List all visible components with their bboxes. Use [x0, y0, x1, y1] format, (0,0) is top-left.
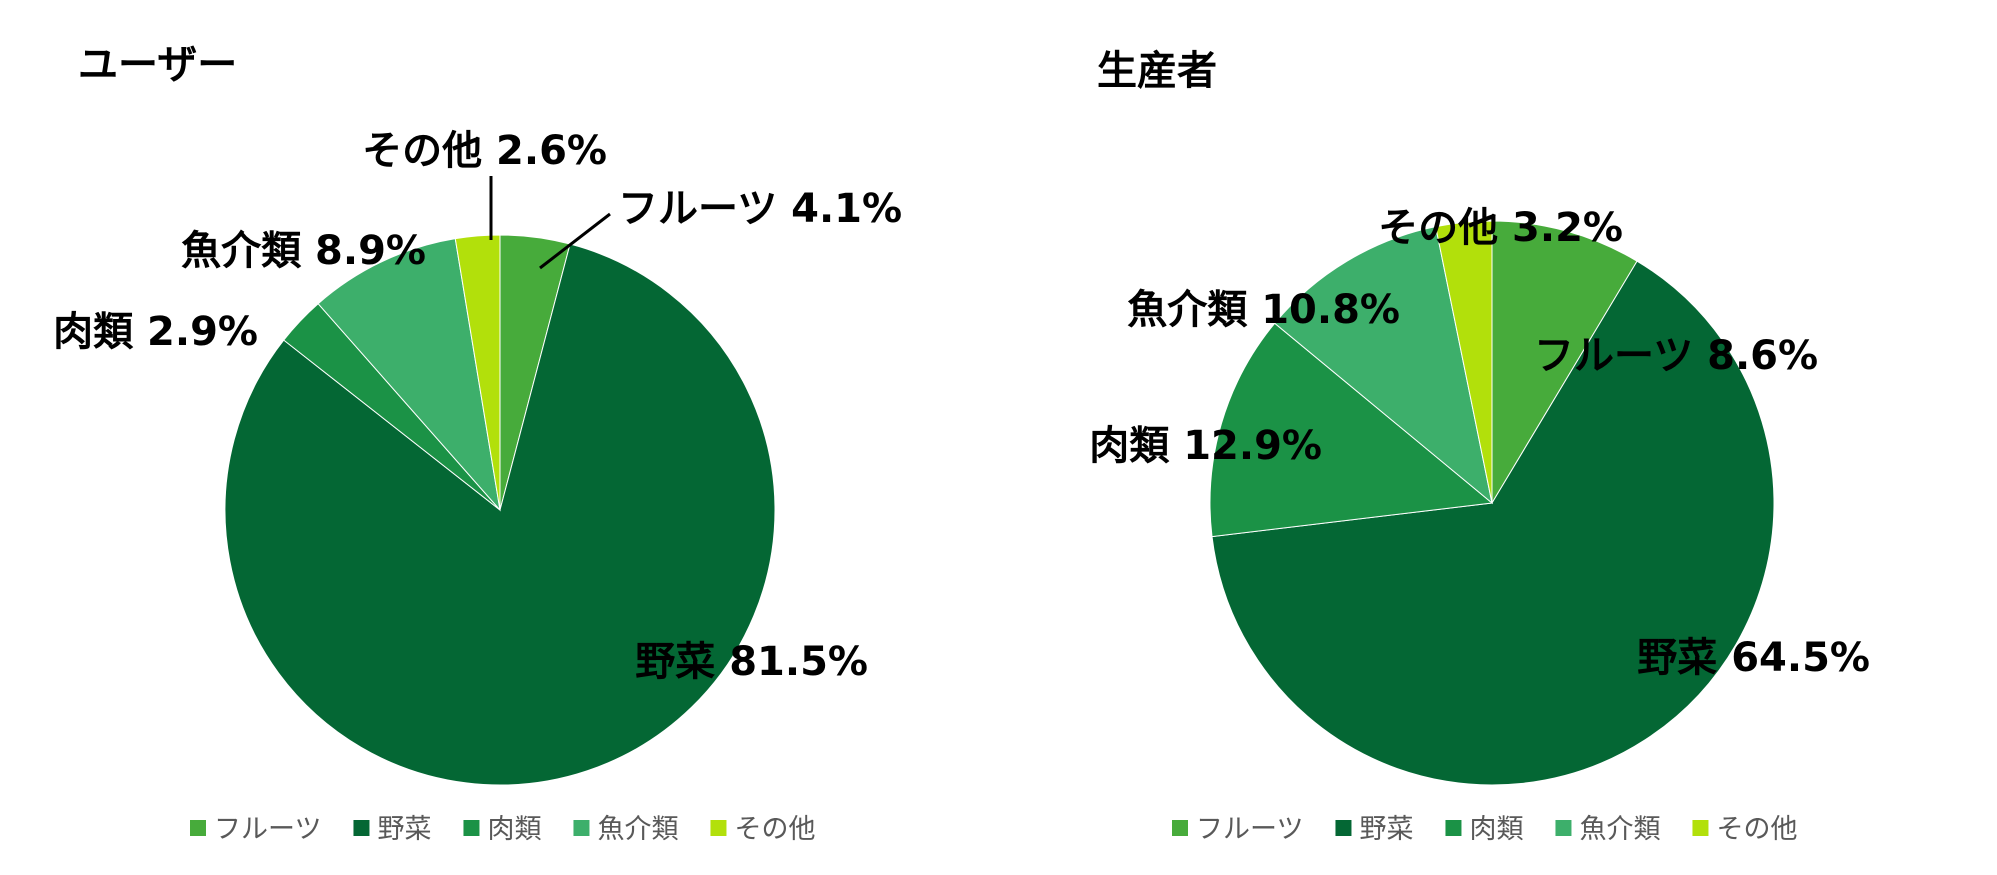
legend-swatch — [190, 820, 206, 836]
data-label-other: その他 2.6% — [362, 128, 607, 174]
legend-label: 魚介類 — [1579, 814, 1660, 845]
pie-slice-seafood — [317, 238, 501, 512]
data-label-other: その他 3.2% — [1378, 205, 1623, 251]
data-label-vegetable: 野菜 64.5% — [1637, 635, 1870, 681]
legend: フルーツ 野菜 肉類 魚介類 その他 — [1172, 814, 1797, 845]
legend-label: 野菜 — [1359, 814, 1413, 845]
legend-swatch — [1555, 820, 1572, 836]
legend-swatch — [353, 820, 370, 836]
data-label-seafood: 魚介類 8.9% — [181, 228, 426, 274]
legend-label: その他 — [1716, 814, 1797, 845]
data-label-vegetable: 野菜 81.5% — [635, 639, 868, 685]
pie-slice-seafood — [1274, 226, 1493, 505]
pie-slice-meat — [1209, 322, 1494, 538]
chart-title: 生産者 — [1097, 48, 1217, 94]
pie-slices — [224, 234, 776, 786]
legend-item-vegetable: 野菜 — [353, 814, 431, 845]
pie-slice-other — [454, 234, 501, 511]
data-label-meat: 肉類 12.9% — [1089, 423, 1322, 469]
data-labels: フルーツ 4.1% 野菜 81.5% 肉類 2.9% 魚介類 8.9% その他 2.6% — [53, 128, 902, 685]
legend-swatch — [710, 820, 727, 836]
legend-label: 魚介類 — [597, 814, 678, 845]
data-labels: フルーツ 8.6% 野菜 64.5% 肉類 12.9% 魚介類 10.8% その他 3.… — [1089, 205, 1870, 681]
legend-label: フルーツ — [214, 814, 321, 845]
legend-swatch — [1335, 820, 1352, 836]
legend-label: 肉類 — [487, 814, 541, 845]
legend: フルーツ 野菜 肉類 魚介類 その他 — [190, 814, 815, 845]
legend-label: フルーツ — [1196, 814, 1303, 845]
pie-slice-fruit — [1491, 220, 1638, 505]
data-label-seafood: 魚介類 10.8% — [1127, 287, 1400, 333]
user-pie-chart: ユーザー フルーツ 4.1% 野菜 81.5% 肉類 2.9% 魚介類 8.9% その他… — [53, 42, 902, 845]
pie-slice-other — [1435, 220, 1493, 504]
legend-item-meat: 肉類 — [463, 814, 541, 845]
legend-label: 野菜 — [377, 814, 431, 845]
legend-label: その他 — [734, 814, 815, 845]
legend-swatch — [1172, 820, 1188, 836]
data-label-fruit: フルーツ 8.6% — [1534, 333, 1818, 379]
data-label-fruit: フルーツ 4.1% — [618, 186, 902, 232]
legend-item-meat: 肉類 — [1445, 814, 1523, 845]
pie-slice-vegetable — [1211, 260, 1775, 786]
leader-line-fruit — [539, 212, 611, 270]
legend-item-fruit: フルーツ — [190, 814, 321, 845]
legend-item-seafood: 魚介類 — [573, 814, 678, 845]
pie-slice-vegetable — [224, 243, 776, 786]
legend-item-other: その他 — [710, 814, 815, 845]
legend-swatch — [1445, 820, 1462, 836]
legend-swatch — [463, 820, 480, 836]
legend-item-fruit: フルーツ — [1172, 814, 1303, 845]
legend-item-other: その他 — [1692, 814, 1797, 845]
producer-pie-chart: 生産者 フルーツ 8.6% 野菜 64.5% 肉類 12.9% 魚介類 10.8% その… — [1089, 48, 1870, 845]
pie-slices — [1209, 220, 1775, 786]
legend-item-seafood: 魚介類 — [1555, 814, 1660, 845]
legend-swatch — [1692, 820, 1709, 836]
chart-title: ユーザー — [78, 42, 237, 88]
data-label-meat: 肉類 2.9% — [53, 309, 258, 355]
legend-swatch — [573, 820, 590, 836]
legend-label: 肉類 — [1469, 814, 1523, 845]
legend-item-vegetable: 野菜 — [1335, 814, 1413, 845]
